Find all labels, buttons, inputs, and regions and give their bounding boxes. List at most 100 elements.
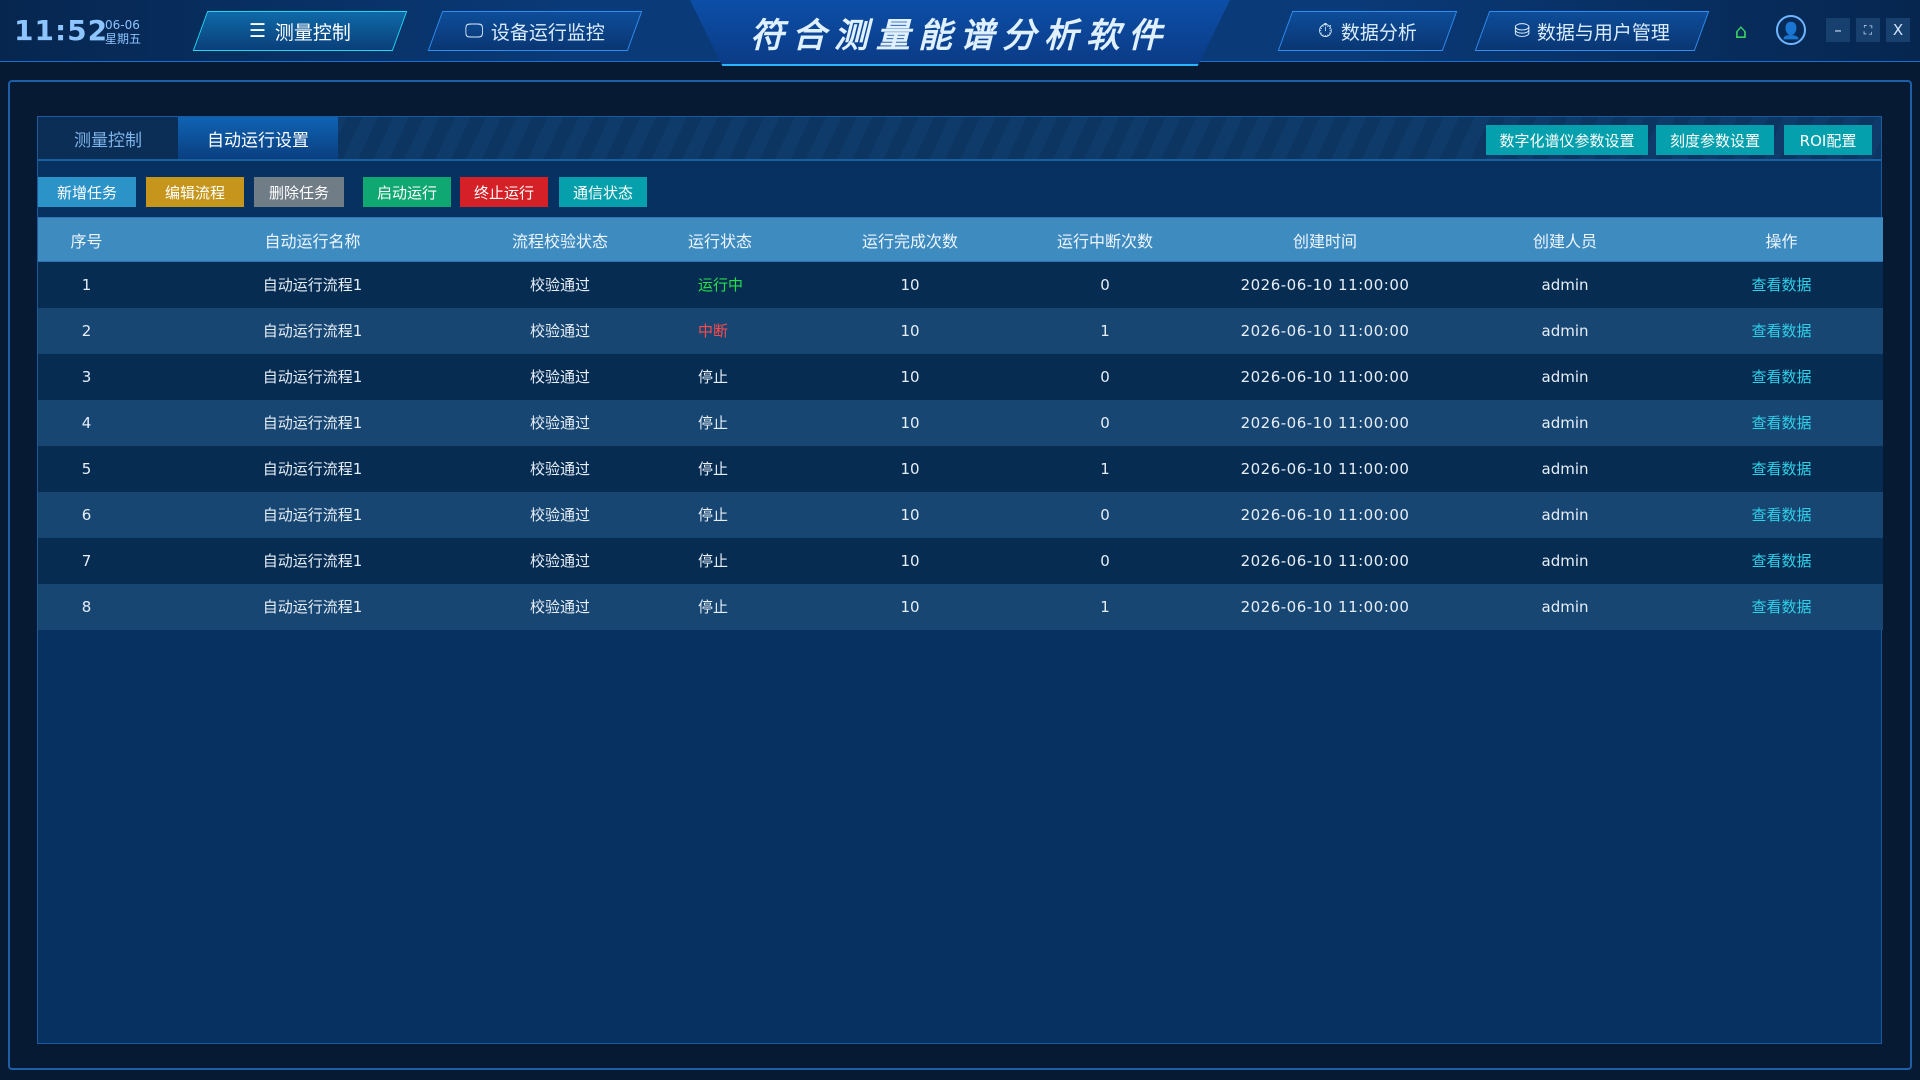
close-button[interactable]: X — [1886, 18, 1910, 42]
run-status: 停止 — [630, 583, 810, 630]
monitor-icon: 🖵 — [464, 20, 484, 42]
run-status: 停止 — [630, 537, 810, 584]
row-index: 2 — [38, 307, 135, 354]
view-data-link[interactable]: 查看数据 — [1680, 445, 1883, 492]
delete-task-button[interactable]: 删除任务 — [254, 177, 344, 207]
date-text: 06-06 — [105, 18, 140, 32]
run-status: 停止 — [630, 445, 810, 492]
row-index: 3 — [38, 353, 135, 400]
interrupt-count: 0 — [1010, 353, 1200, 400]
creator: admin — [1450, 353, 1680, 400]
weekday-text: 星期五 — [105, 32, 142, 46]
view-data-link[interactable]: 查看数据 — [1680, 353, 1883, 400]
table-row: 1 自动运行流程1 校验通过 运行中 10 0 2026-06-10 11:00:00 adm… — [38, 261, 1883, 308]
complete-count: 10 — [810, 307, 1010, 354]
main-panel: 测量控制 自动运行设置 数字化谱仪参数设置 刻度参数设置 ROI配置 新增任务编… — [37, 116, 1883, 1044]
created-time: 2026-06-10 11:00:00 — [1200, 353, 1450, 400]
calibration-params-button[interactable]: 刻度参数设置 — [1656, 125, 1774, 155]
column-header: 序号 — [38, 217, 135, 262]
user-avatar-icon[interactable]: 👤 — [1776, 15, 1806, 45]
run-status: 中断 — [630, 307, 810, 354]
tab-measure-control[interactable]: 测量控制 — [38, 117, 178, 159]
nav-label: 设备运行监控 — [491, 21, 606, 44]
minimize-button[interactable]: – — [1826, 18, 1850, 42]
edit-flow-button[interactable]: 编辑流程 — [146, 177, 244, 207]
validation-status: 校验通过 — [490, 353, 630, 400]
view-data-link[interactable]: 查看数据 — [1680, 261, 1883, 308]
view-data-link[interactable]: 查看数据 — [1680, 537, 1883, 584]
validation-status: 校验通过 — [490, 537, 630, 584]
created-time: 2026-06-10 11:00:00 — [1200, 537, 1450, 584]
column-header: 自动运行名称 — [135, 217, 490, 262]
main-frame — [8, 80, 1912, 1070]
spectrometer-params-button[interactable]: 数字化谱仪参数设置 — [1486, 125, 1648, 155]
row-index: 5 — [38, 445, 135, 492]
creator: admin — [1450, 307, 1680, 354]
run-name: 自动运行流程1 — [135, 491, 490, 538]
interrupt-count: 0 — [1010, 399, 1200, 446]
view-data-link[interactable]: 查看数据 — [1680, 399, 1883, 446]
run-status: 停止 — [630, 399, 810, 446]
nav-label: 测量控制 — [274, 21, 351, 44]
nav-label: 数据分析 — [1340, 21, 1417, 44]
complete-count: 10 — [810, 491, 1010, 538]
table-row: 6 自动运行流程1 校验通过 停止 10 0 2026-06-10 11:00:00 admi… — [38, 491, 1883, 538]
interrupt-count: 1 — [1010, 583, 1200, 630]
complete-count: 10 — [810, 537, 1010, 584]
run-name: 自动运行流程1 — [135, 445, 490, 492]
view-data-link[interactable]: 查看数据 — [1680, 491, 1883, 538]
creator: admin — [1450, 491, 1680, 538]
nav-measure-control[interactable]: ☰ 测量控制 — [192, 11, 408, 51]
run-status: 运行中 — [630, 261, 810, 308]
created-time: 2026-06-10 11:00:00 — [1200, 445, 1450, 492]
table-row: 8 自动运行流程1 校验通过 停止 10 1 2026-06-10 11:00:00 admi… — [38, 583, 1883, 630]
created-time: 2026-06-10 11:00:00 — [1200, 261, 1450, 308]
nav-data-analysis[interactable]: ⏱ 数据分析 — [1277, 11, 1458, 51]
interrupt-count: 0 — [1010, 261, 1200, 308]
table-row: 5 自动运行流程1 校验通过 停止 10 1 2026-06-10 11:00:00 admi… — [38, 445, 1883, 492]
table-header: 序号 自动运行名称 流程校验状态 运行状态 运行完成次数 运行中断次数 创建时间 创建人员 操作 — [38, 217, 1883, 262]
column-header: 创建人员 — [1450, 217, 1680, 262]
creator: admin — [1450, 399, 1680, 446]
row-index: 8 — [38, 583, 135, 630]
view-data-link[interactable]: 查看数据 — [1680, 307, 1883, 354]
roi-config-button[interactable]: ROI配置 — [1784, 125, 1872, 155]
validation-status: 校验通过 — [490, 491, 630, 538]
validation-status: 校验通过 — [490, 261, 630, 308]
creator: admin — [1450, 445, 1680, 492]
validation-status: 校验通过 — [490, 399, 630, 446]
stop-run-button[interactable]: 终止运行 — [460, 177, 548, 207]
row-index: 1 — [38, 261, 135, 308]
column-header: 操作 — [1680, 217, 1883, 262]
row-index: 6 — [38, 491, 135, 538]
maximize-button[interactable]: ⛶ — [1856, 18, 1880, 42]
run-name: 自动运行流程1 — [135, 399, 490, 446]
column-header: 运行完成次数 — [810, 217, 1010, 262]
nav-device-monitor[interactable]: 🖵 设备运行监控 — [427, 11, 643, 51]
row-index: 7 — [38, 537, 135, 584]
complete-count: 10 — [810, 353, 1010, 400]
interrupt-count: 0 — [1010, 491, 1200, 538]
column-header: 运行状态 — [630, 217, 810, 262]
connection-status-icon[interactable]: ⌂ — [1734, 19, 1748, 43]
tab-auto-run-settings[interactable]: 自动运行设置 — [178, 117, 338, 159]
creator: admin — [1450, 583, 1680, 630]
column-header: 创建时间 — [1200, 217, 1450, 262]
top-bar: 11:52 06-06 星期五 ☰ 测量控制 🖵 设备运行监控 符合测量能谱分析软件 … — [0, 0, 1920, 66]
add-task-button[interactable]: 新增任务 — [38, 177, 136, 207]
view-data-link[interactable]: 查看数据 — [1680, 583, 1883, 630]
run-name: 自动运行流程1 — [135, 353, 490, 400]
complete-count: 10 — [810, 445, 1010, 492]
database-user-icon: ⛁ — [1513, 20, 1530, 42]
tab-bar: 测量控制 自动运行设置 数字化谱仪参数设置 刻度参数设置 ROI配置 — [38, 117, 1881, 161]
validation-status: 校验通过 — [490, 307, 630, 354]
validation-status: 校验通过 — [490, 583, 630, 630]
analysis-icon: ⏱ — [1318, 20, 1333, 42]
start-run-button[interactable]: 启动运行 — [363, 177, 451, 207]
run-status: 停止 — [630, 491, 810, 538]
created-time: 2026-06-10 11:00:00 — [1200, 583, 1450, 630]
comm-status-button[interactable]: 通信状态 — [559, 177, 647, 207]
nav-data-user-management[interactable]: ⛁ 数据与用户管理 — [1474, 11, 1710, 51]
table-row: 7 自动运行流程1 校验通过 停止 10 0 2026-06-10 11:00:00 admi… — [38, 537, 1883, 584]
table-row: 4 自动运行流程1 校验通过 停止 10 0 2026-06-10 11:00:00 admi… — [38, 399, 1883, 446]
